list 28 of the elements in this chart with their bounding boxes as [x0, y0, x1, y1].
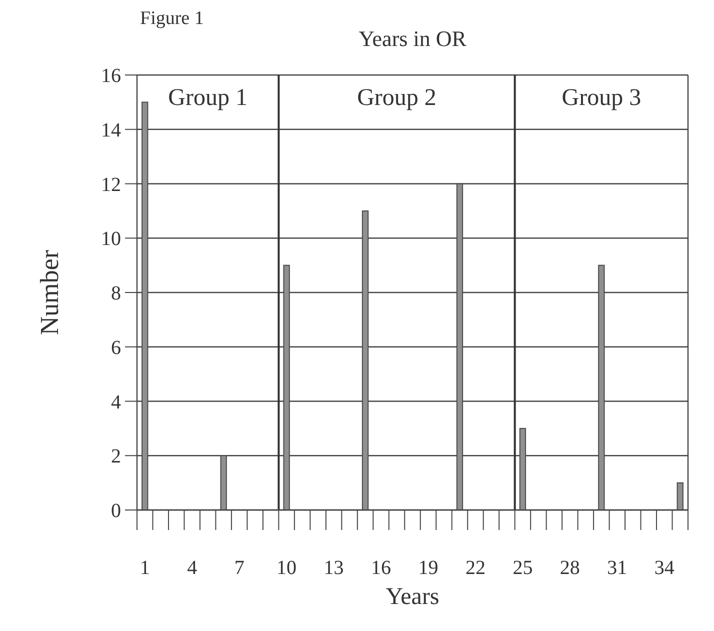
x-tick-label: 13: [324, 557, 344, 579]
y-tick-label: 14: [101, 119, 121, 142]
x-tick-label: 10: [276, 557, 297, 579]
chart-title: Years in OR: [358, 26, 467, 51]
caption: Figure 1: [140, 8, 204, 29]
y-axis-title: Number: [35, 250, 64, 336]
y-tick-label: 16: [101, 65, 121, 87]
x-tick-label: 19: [418, 557, 438, 579]
x-tick-label: 25: [512, 557, 533, 579]
annotation: Group 3: [562, 85, 642, 111]
y-tick-label: 0: [111, 500, 121, 522]
y-tick-label: 8: [111, 282, 121, 304]
x-tick-label: 31: [607, 557, 628, 579]
x-tick-label: 34: [654, 557, 674, 579]
x-tick-label: 7: [234, 557, 244, 579]
y-tick-label: 6: [111, 336, 121, 359]
y-tick-label: 10: [101, 228, 121, 250]
x-tick-label: 22: [465, 557, 486, 579]
annotation: Group 1: [168, 85, 248, 111]
x-tick-label: 16: [371, 557, 392, 579]
y-tick-label: 2: [111, 446, 121, 468]
y-tick-label: 4: [111, 391, 121, 414]
x-tick-label: 28: [560, 557, 580, 579]
x-tick-label: 4: [187, 557, 198, 579]
annotation: Group 2: [357, 85, 436, 111]
x-tick-label: 1: [140, 557, 150, 579]
x-axis-title: Years: [386, 584, 440, 610]
y-tick-label: 12: [101, 174, 121, 196]
